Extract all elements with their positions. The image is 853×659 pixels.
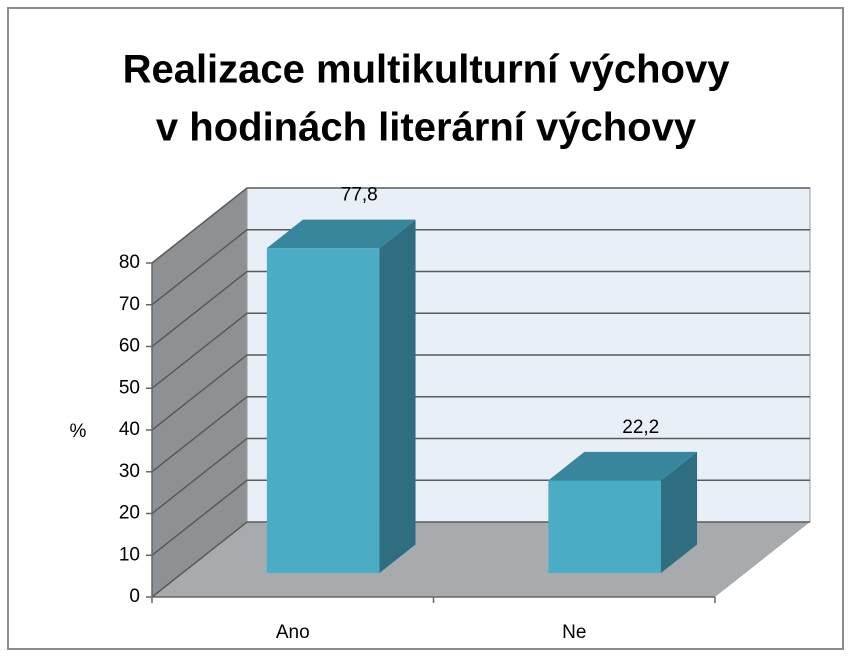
y-tick-label: 0	[129, 586, 140, 607]
bar-top	[266, 219, 416, 249]
y-tick-label: 60	[119, 336, 140, 357]
y-tick-label: 80	[119, 252, 140, 273]
y-tick-label: 10	[119, 544, 140, 565]
value-label: 77,8	[341, 185, 378, 206]
value-label: 22,2	[622, 417, 659, 438]
bar-front	[548, 480, 661, 573]
floor	[152, 522, 810, 597]
y-tick-label: 20	[119, 503, 140, 524]
grid-line	[151, 354, 810, 431]
grid-line	[151, 270, 810, 348]
y-tick-label: 30	[119, 461, 140, 482]
grid-line	[151, 396, 810, 473]
x-tick-label: Ne	[562, 622, 586, 643]
bar-top	[548, 451, 698, 481]
y-tick-label: 50	[119, 377, 140, 398]
chart-title: v hodinách literární výchovy	[156, 106, 697, 150]
bar-side	[660, 451, 698, 573]
chart-title: Realizace multikulturní výchovy	[123, 48, 731, 92]
bar-side	[379, 219, 416, 573]
y-tick-label: 70	[119, 294, 140, 315]
grid-line	[151, 437, 810, 515]
grid-line	[151, 312, 810, 389]
y-axis-label: %	[70, 421, 87, 442]
x-tick-label: Ano	[276, 622, 310, 643]
y-tick-label: 40	[119, 419, 140, 440]
grid-line	[151, 187, 810, 264]
bar-front	[266, 248, 380, 573]
grid-line	[151, 229, 810, 306]
